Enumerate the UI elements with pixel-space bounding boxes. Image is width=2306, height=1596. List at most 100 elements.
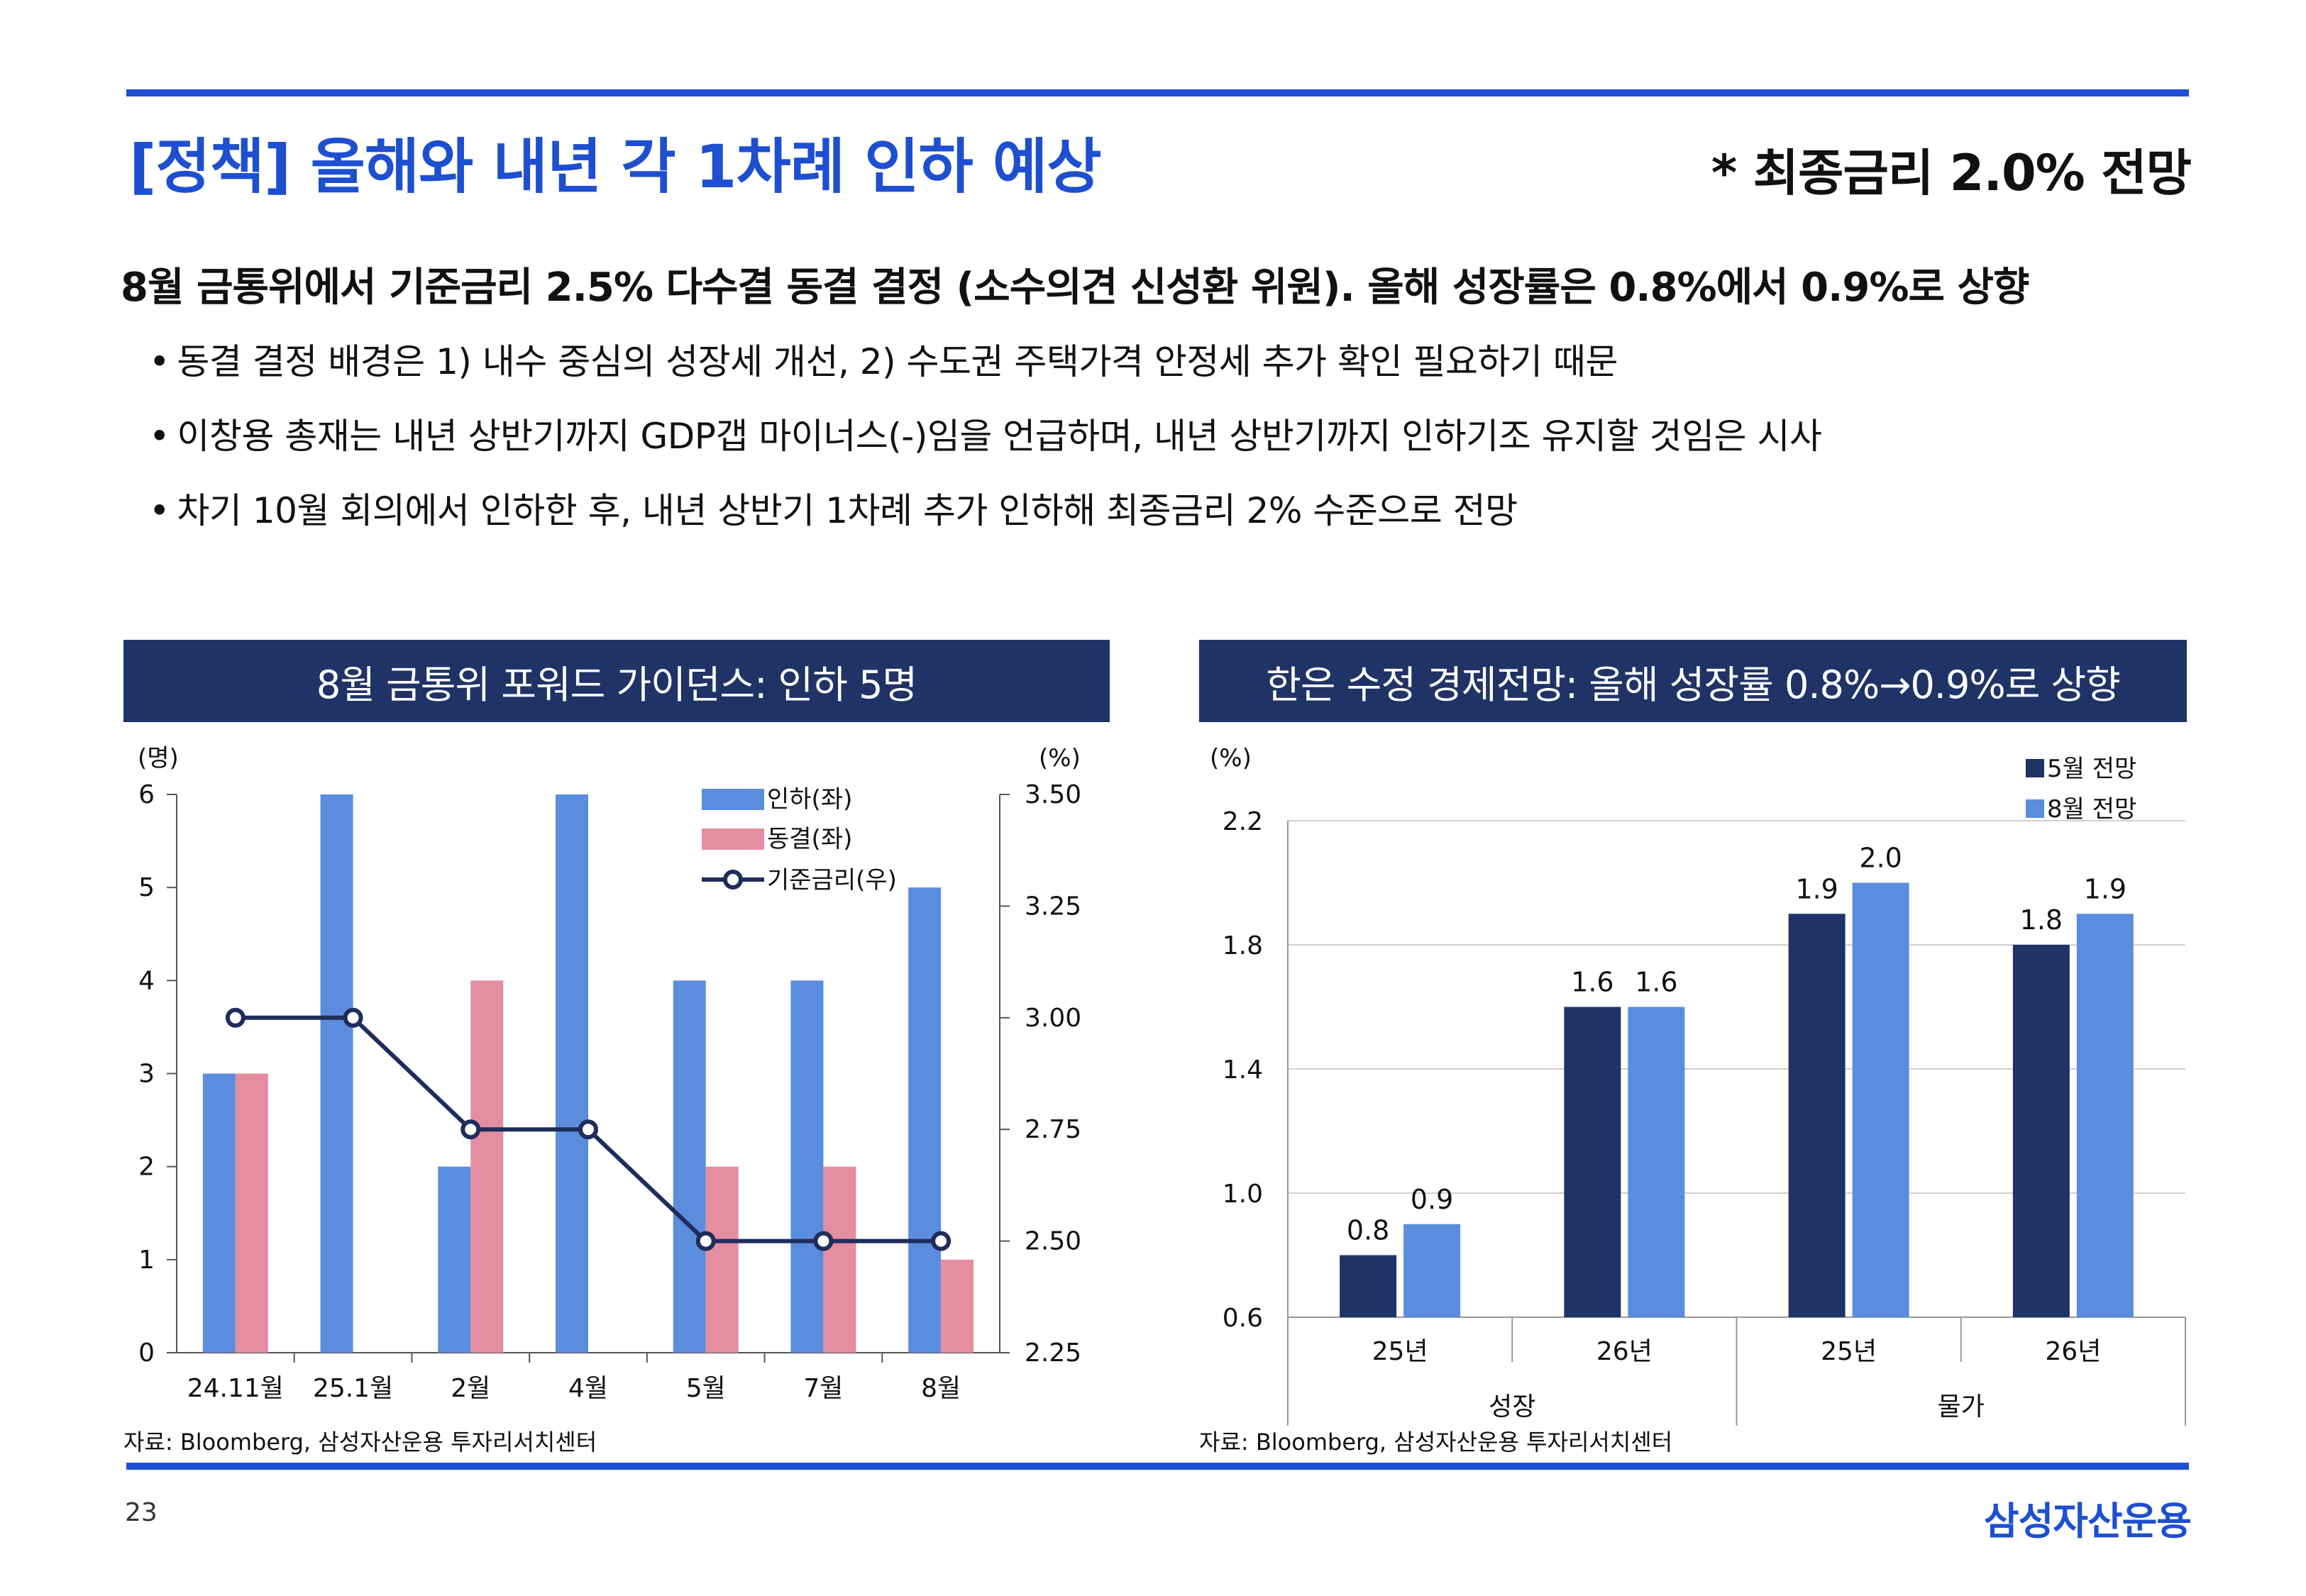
bullet-dot-icon: • xyxy=(149,416,170,457)
bullet-dot-icon: • xyxy=(149,490,170,531)
right-tick-label: 2.75 xyxy=(1025,1115,1081,1144)
bar-hold xyxy=(823,1166,856,1353)
data-label: 1.6 xyxy=(1571,967,1613,998)
y-tick-label: 0.6 xyxy=(1223,1304,1263,1333)
y-tick-label: 1.0 xyxy=(1223,1180,1263,1209)
left-tick-label: 1 xyxy=(138,1246,155,1275)
left-tick-label: 2 xyxy=(138,1153,155,1182)
y-tick-label: 1.8 xyxy=(1223,931,1263,960)
right-tick-label: 2.50 xyxy=(1025,1227,1081,1256)
right-tick-label: 3.50 xyxy=(1025,780,1081,809)
x-tick-label: 26년 xyxy=(2045,1337,2101,1366)
left-source: 자료: Bloomberg, 삼성자산운용 투자리서치센터 xyxy=(123,1429,597,1456)
legend-label: 기준금리(우) xyxy=(767,866,897,894)
bar-cut xyxy=(438,1166,471,1353)
guidance-chart: (명) (%) 0 1 2 3 4 5 6 2.25 2.50 2.75 3.00 3.25 3.50 24.… xyxy=(138,744,1081,1403)
bar-cut xyxy=(320,794,353,1353)
y-axis-unit: (%) xyxy=(1210,744,1252,772)
legend-swatch-cut xyxy=(702,789,764,810)
bar-may-forecast xyxy=(1564,1007,1621,1317)
left-tick-label: 5 xyxy=(138,873,155,902)
left-tick-label: 0 xyxy=(138,1339,155,1368)
x-tick-label: 4월 xyxy=(568,1374,608,1403)
page-title: [정책] 올해와 내년 각 1차례 인하 예상 xyxy=(129,132,1102,201)
x-tick-label: 8월 xyxy=(921,1374,961,1403)
rate-point xyxy=(813,1231,834,1251)
left-panel-title: 8월 금통위 포워드 가이던스: 인하 5명 xyxy=(123,640,1110,722)
x-tick-label: 25년 xyxy=(1372,1337,1428,1366)
data-label: 1.9 xyxy=(2084,873,2126,904)
x-tick-label: 5월 xyxy=(686,1374,726,1403)
left-tick-label: 6 xyxy=(138,780,155,809)
left-tick-label: 3 xyxy=(138,1060,155,1089)
right-panel-title: 한은 수정 경제전망: 올해 성장률 0.8%→0.9%로 상향 xyxy=(1199,640,2187,722)
right-tick-label: 2.25 xyxy=(1025,1339,1081,1368)
right-axis-unit: (%) xyxy=(1039,744,1081,772)
y-tick-label: 1.4 xyxy=(1223,1055,1263,1085)
data-label: 0.8 xyxy=(1347,1215,1389,1246)
bullet-item: • 동결 결정 배경은 1) 내수 중심의 성장세 개선, 2) 수도권 주택가… xyxy=(149,333,1618,384)
x-tick-label: 25년 xyxy=(1821,1337,1877,1366)
left-axis-unit: (명) xyxy=(138,744,179,772)
x-tick-label: 2월 xyxy=(451,1374,490,1403)
bullet-text: 이창용 총재는 내년 상반기까지 GDP갭 마이너스(-)임을 언급하며, 내년… xyxy=(177,416,1822,457)
legend-label: 인하(좌) xyxy=(767,785,852,814)
bar-cut xyxy=(908,887,942,1353)
legend-marker-rate xyxy=(723,870,743,890)
bottom-rule xyxy=(126,1463,2189,1470)
title-note: * 최종금리 2.0% 전망 xyxy=(1711,144,2192,202)
bar-may-forecast xyxy=(1788,914,1846,1317)
rate-point xyxy=(931,1231,951,1251)
legend-swatch-hold xyxy=(702,829,764,850)
legend-swatch-may xyxy=(2026,759,2044,777)
data-label: 1.6 xyxy=(1635,967,1677,998)
right-tick-label: 3.25 xyxy=(1025,892,1081,921)
bar-may-forecast xyxy=(1340,1255,1397,1317)
right-tick-label: 3.00 xyxy=(1025,1004,1081,1033)
bar-hold xyxy=(941,1259,974,1353)
legend-label: 5월 전망 xyxy=(2047,755,2136,783)
legend-label: 8월 전망 xyxy=(2047,795,2136,824)
bar-aug-forecast xyxy=(1852,882,1909,1317)
left-tick-label: 4 xyxy=(138,966,155,995)
x-tick-label: 24.11월 xyxy=(187,1374,284,1403)
bar-hold xyxy=(470,980,504,1353)
bar-cut xyxy=(790,980,824,1353)
bar-aug-forecast xyxy=(1628,1007,1685,1317)
forecast-chart: (%) 0.6 1.0 1.4 1.8 2.2 0.8 0.9 25년 1.6 1.6 26년 1.9 2… xyxy=(1210,744,2186,1426)
x-tick-label: 25.1월 xyxy=(313,1374,393,1403)
bar-hold xyxy=(705,1166,739,1353)
bullet-text: 동결 결정 배경은 1) 내수 중심의 성장세 개선, 2) 수도권 주택가격 … xyxy=(177,341,1618,382)
bullet-text: 차기 10월 회의에서 인하한 후, 내년 상반기 1차례 추가 인하해 최종금… xyxy=(177,490,1518,531)
brand-logo: 삼성자산운용 xyxy=(1983,1499,2192,1544)
bullet-item: • 차기 10월 회의에서 인하한 후, 내년 상반기 1차례 추가 인하해 최… xyxy=(149,482,1518,533)
bar-hold xyxy=(235,1073,268,1353)
y-tick-label: 2.2 xyxy=(1223,807,1263,836)
bar-cut xyxy=(202,1073,236,1353)
data-label: 0.9 xyxy=(1411,1184,1453,1215)
data-label: 1.9 xyxy=(1795,873,1838,904)
x-tick-label: 26년 xyxy=(1596,1337,1653,1366)
legend-swatch-aug xyxy=(2026,799,2044,818)
legend-label: 동결(좌) xyxy=(767,825,852,853)
bullet-dot-icon: • xyxy=(149,341,170,382)
summary-headline: 8월 금통위에서 기준금리 2.5% 다수결 동결 결정 (소수의견 신성환 위… xyxy=(121,265,2030,311)
data-label: 2.0 xyxy=(1859,843,1902,874)
rate-point xyxy=(225,1007,246,1028)
bar-aug-forecast xyxy=(1403,1224,1461,1317)
group-label: 성장 xyxy=(1489,1392,1535,1422)
data-label: 1.8 xyxy=(2020,904,2063,936)
bar-cut xyxy=(556,794,588,1353)
bar-cut xyxy=(673,980,706,1353)
rate-point xyxy=(695,1231,716,1251)
bullet-item: • 이창용 총재는 내년 상반기까지 GDP갭 마이너스(-)임을 언급하며, … xyxy=(149,408,1822,459)
rate-point xyxy=(578,1119,598,1140)
right-source: 자료: Bloomberg, 삼성자산운용 투자리서치센터 xyxy=(1199,1429,1673,1456)
x-tick-label: 7월 xyxy=(803,1374,843,1403)
bar-may-forecast xyxy=(2012,945,2070,1317)
top-rule xyxy=(126,89,2189,96)
rate-point xyxy=(343,1007,363,1028)
rate-point xyxy=(460,1119,481,1140)
group-label: 물가 xyxy=(1938,1392,1985,1422)
bar-aug-forecast xyxy=(2076,914,2134,1317)
